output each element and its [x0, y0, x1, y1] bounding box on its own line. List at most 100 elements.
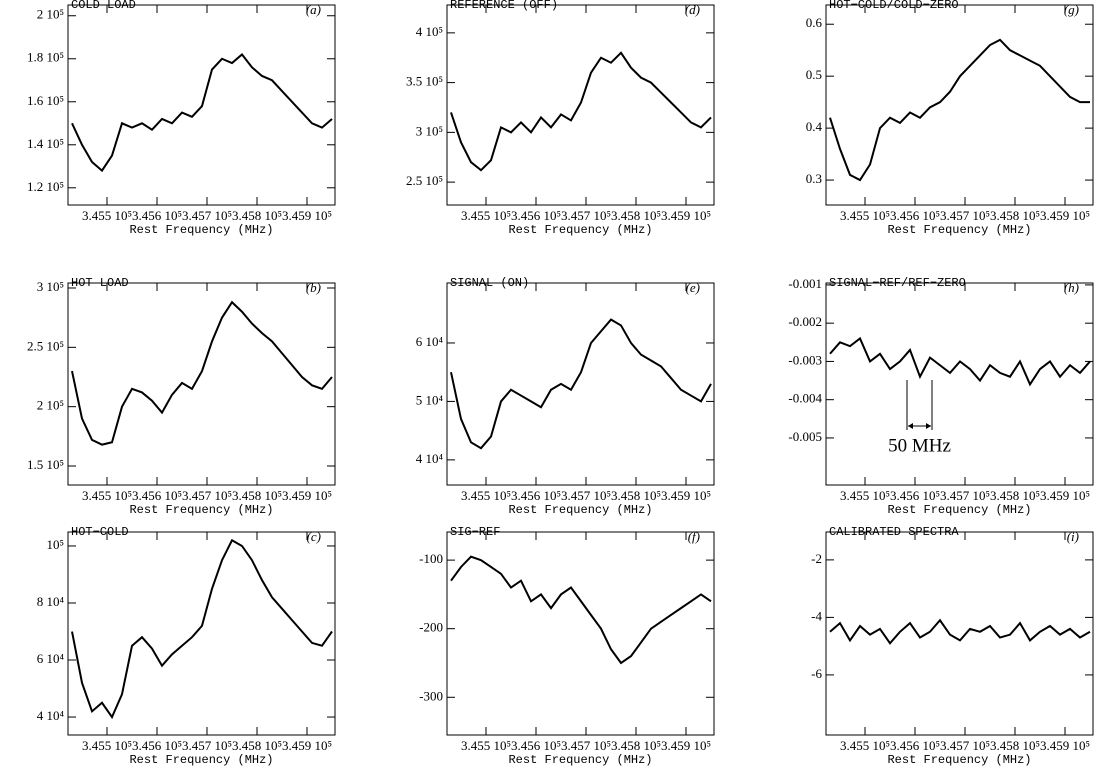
x-tick-label: 3.458 10⁵ [611, 488, 661, 503]
y-tick-label: 2.5 10⁵ [406, 173, 443, 188]
x-tick-label: 3.456 10⁵ [511, 738, 561, 753]
panel-title: SIGNAL (ON) [450, 276, 529, 290]
x-axis-label: Rest Frequency (MHz) [508, 753, 652, 767]
x-tick-label: 3.455 10⁵ [461, 488, 511, 503]
x-axis-label: Rest Frequency (MHz) [129, 753, 273, 767]
x-tick-label: 3.458 10⁵ [990, 208, 1040, 223]
panel-label: (i) [1067, 529, 1079, 544]
x-tick-label: 3.458 10⁵ [232, 208, 282, 223]
spectrum-line [71, 538, 333, 720]
y-tick-label: 2 10⁵ [37, 398, 64, 413]
x-tick-label: 3.458 10⁵ [990, 738, 1040, 753]
spectrum-line [71, 300, 333, 446]
annotation: 50 MHz [888, 435, 951, 456]
x-tick-label: 3.455 10⁵ [461, 208, 511, 223]
x-tick-label: 3.457 10⁵ [940, 488, 990, 503]
y-tick-label: 2 10⁵ [37, 7, 64, 22]
plot-frame [67, 4, 336, 206]
x-tick-label: 3.459 10⁵ [282, 738, 332, 753]
x-tick-label: 3.459 10⁵ [282, 208, 332, 223]
x-tick-label: 3.458 10⁵ [611, 208, 661, 223]
x-tick-label: 3.459 10⁵ [282, 488, 332, 503]
plot-frame [825, 531, 1094, 736]
x-tick-label: 3.456 10⁵ [132, 488, 182, 503]
x-tick-label: 3.456 10⁵ [511, 208, 561, 223]
x-axis-label: Rest Frequency (MHz) [508, 223, 652, 237]
y-tick-label: -0.003 [788, 352, 822, 367]
y-tick-label: 6 10⁴ [416, 334, 444, 349]
x-tick-label: 3.456 10⁵ [511, 488, 561, 503]
y-tick-label: 4 10⁴ [37, 708, 65, 723]
x-axis-label: Rest Frequency (MHz) [887, 223, 1031, 237]
x-tick-label: 3.455 10⁵ [840, 488, 890, 503]
x-axis-label: Rest Frequency (MHz) [887, 753, 1031, 767]
plot-frame [67, 531, 336, 736]
y-tick-label: -0.001 [788, 276, 822, 291]
x-tick-label: 3.456 10⁵ [890, 738, 940, 753]
y-tick-label: 8 10⁴ [37, 594, 65, 609]
x-tick-label: 3.455 10⁵ [461, 738, 511, 753]
panel-label: (g) [1064, 2, 1079, 17]
panel-title: COLD LOAD [71, 0, 136, 12]
x-tick-label: 3.456 10⁵ [132, 208, 182, 223]
x-tick-label: 3.456 10⁵ [132, 738, 182, 753]
panel-title: HOT−COLD/COLD−ZERO [829, 0, 959, 12]
y-tick-label: 4 10⁴ [416, 451, 444, 466]
x-tick-label: 3.457 10⁵ [561, 488, 611, 503]
x-tick-label: 3.458 10⁵ [990, 488, 1040, 503]
x-axis-label: Rest Frequency (MHz) [129, 223, 273, 237]
y-tick-label: 3.5 10⁵ [406, 74, 443, 89]
x-tick-label: 3.457 10⁵ [940, 208, 990, 223]
x-axis-label: Rest Frequency (MHz) [508, 503, 652, 517]
y-tick-label: -100 [419, 551, 443, 566]
y-tick-label: 4 10⁵ [416, 24, 443, 39]
x-tick-label: 3.458 10⁵ [232, 738, 282, 753]
spectrum-line [450, 555, 712, 665]
x-tick-label: 3.459 10⁵ [661, 488, 711, 503]
y-tick-label: 10⁵ [46, 537, 64, 552]
plot-frame [825, 282, 1094, 486]
x-tick-label: 3.455 10⁵ [82, 488, 132, 503]
y-tick-label: -6 [811, 666, 822, 681]
panel-label: (e) [686, 280, 700, 295]
arrow-head [908, 423, 931, 429]
y-tick-label: 0.6 [806, 15, 823, 30]
y-tick-label: 2.5 10⁵ [27, 338, 64, 353]
y-tick-label: 0.5 [806, 67, 822, 82]
x-tick-label: 3.459 10⁵ [1040, 208, 1090, 223]
y-tick-label: 1.2 10⁵ [27, 179, 64, 194]
x-tick-label: 3.459 10⁵ [661, 738, 711, 753]
y-tick-label: 6 10⁴ [37, 651, 65, 666]
x-axis-label: Rest Frequency (MHz) [887, 503, 1031, 517]
x-tick-label: 3.457 10⁵ [561, 738, 611, 753]
y-tick-label: -2 [811, 551, 822, 566]
x-tick-label: 3.455 10⁵ [840, 738, 890, 753]
spectrum-line [829, 38, 1090, 182]
x-tick-label: 3.459 10⁵ [1040, 738, 1090, 753]
y-tick-label: 1.6 10⁵ [27, 93, 64, 108]
x-tick-label: 3.457 10⁵ [182, 488, 232, 503]
panel-title: SIGNAL−REF/REF−ZERO [829, 276, 966, 290]
y-tick-label: 5 10⁴ [416, 392, 444, 407]
y-tick-label: -4 [811, 608, 822, 623]
x-tick-label: 3.458 10⁵ [232, 488, 282, 503]
panel-label: (f) [688, 529, 700, 544]
plot-frame [446, 4, 715, 206]
y-tick-label: 1.4 10⁵ [27, 136, 64, 151]
x-tick-label: 3.457 10⁵ [561, 208, 611, 223]
x-tick-label: 3.455 10⁵ [840, 208, 890, 223]
panel-label: (c) [307, 529, 321, 544]
x-tick-label: 3.457 10⁵ [182, 208, 232, 223]
y-tick-label: 0.3 [806, 171, 822, 186]
spectrum-line [450, 51, 712, 172]
x-tick-label: 3.459 10⁵ [661, 208, 711, 223]
y-tick-label: -0.004 [788, 391, 822, 406]
plot-frame [67, 282, 336, 486]
x-tick-label: 3.457 10⁵ [940, 738, 990, 753]
plot-frame [825, 4, 1094, 206]
y-tick-label: 1.5 10⁵ [27, 457, 64, 472]
x-tick-label: 3.455 10⁵ [82, 738, 132, 753]
y-tick-label: 3 10⁵ [37, 279, 64, 294]
y-tick-label: -300 [419, 688, 443, 703]
panel-label: (a) [306, 2, 321, 17]
